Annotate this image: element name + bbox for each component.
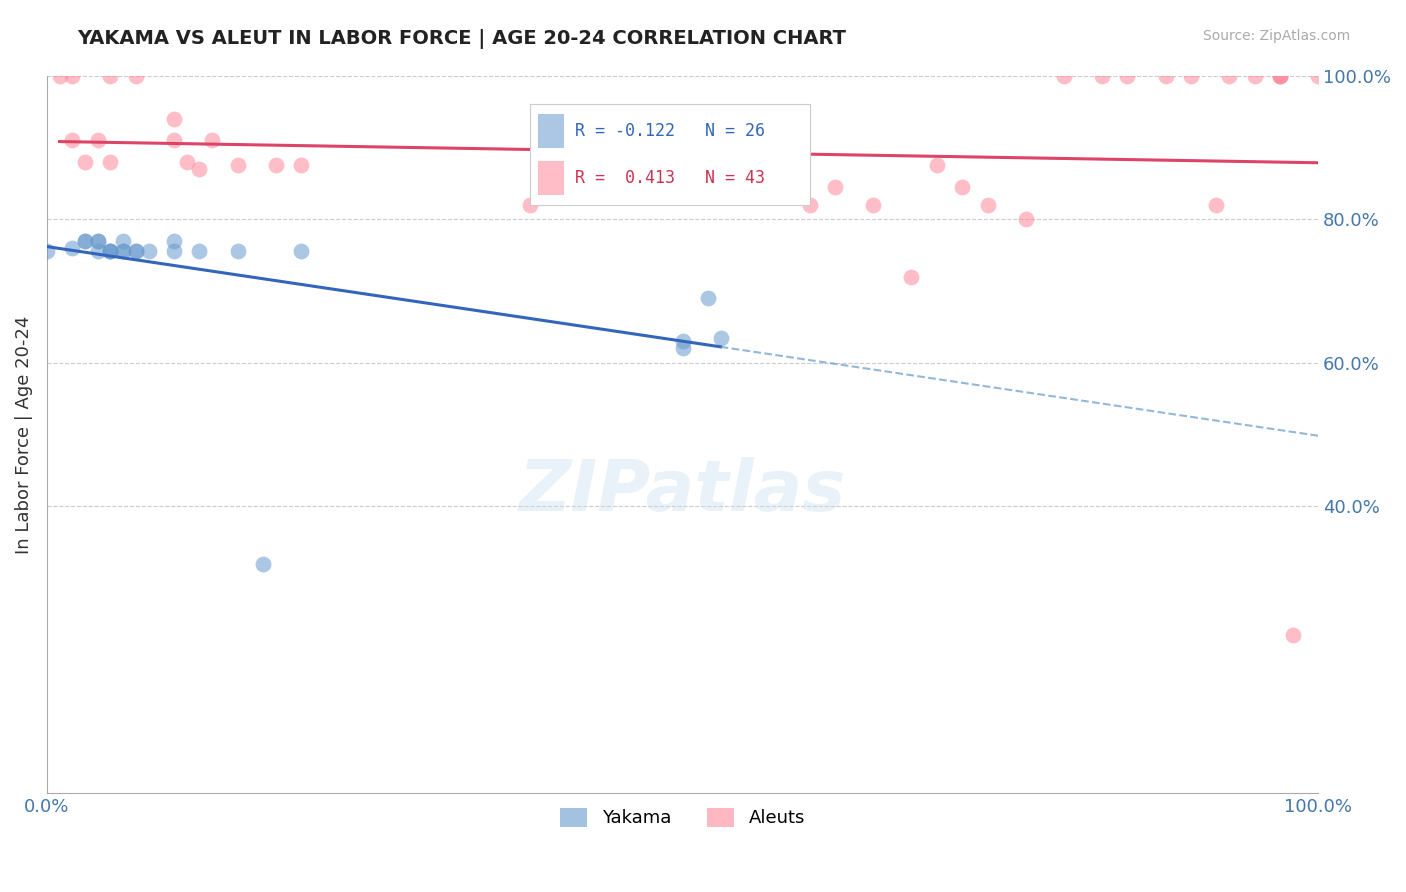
Point xyxy=(188,161,211,176)
Point xyxy=(519,198,541,212)
Text: ZIPatlas: ZIPatlas xyxy=(519,458,846,526)
Point xyxy=(544,183,567,197)
Point xyxy=(799,198,821,212)
Point xyxy=(862,198,884,212)
Point xyxy=(1154,69,1177,83)
Point xyxy=(138,244,160,259)
Point xyxy=(1091,69,1114,83)
Point xyxy=(1053,69,1076,83)
Point xyxy=(60,133,83,147)
Point xyxy=(176,154,198,169)
Text: YAKAMA VS ALEUT IN LABOR FORCE | AGE 20-24 CORRELATION CHART: YAKAMA VS ALEUT IN LABOR FORCE | AGE 20-… xyxy=(77,29,846,48)
Point xyxy=(1218,69,1240,83)
Point xyxy=(671,334,693,348)
Point xyxy=(1015,212,1038,227)
Point xyxy=(73,234,96,248)
Point xyxy=(1116,69,1139,83)
Point xyxy=(226,158,249,172)
Point xyxy=(824,179,846,194)
Text: Source: ZipAtlas.com: Source: ZipAtlas.com xyxy=(1202,29,1350,43)
Point xyxy=(1308,69,1330,83)
Point xyxy=(976,198,998,212)
Point xyxy=(112,234,135,248)
Point xyxy=(60,69,83,83)
Point xyxy=(671,341,693,355)
Point xyxy=(163,234,186,248)
Point xyxy=(35,244,58,259)
Point xyxy=(125,69,148,83)
Point xyxy=(252,557,274,571)
Point xyxy=(671,158,693,172)
Point xyxy=(100,244,122,259)
Point xyxy=(900,269,922,284)
Point xyxy=(60,241,83,255)
Point xyxy=(100,244,122,259)
Point xyxy=(73,234,96,248)
Point xyxy=(201,133,224,147)
Point xyxy=(1268,69,1291,83)
Point xyxy=(1281,628,1303,642)
Point xyxy=(569,169,592,183)
Point xyxy=(73,154,96,169)
Point xyxy=(710,330,733,344)
Point xyxy=(1268,69,1291,83)
Point xyxy=(87,234,110,248)
Point xyxy=(290,244,312,259)
Point xyxy=(761,158,783,172)
Point xyxy=(1180,69,1202,83)
Point xyxy=(125,244,148,259)
Point xyxy=(1205,198,1227,212)
Point xyxy=(163,133,186,147)
Point xyxy=(163,112,186,126)
Point xyxy=(1243,69,1265,83)
Legend: Yakama, Aleuts: Yakama, Aleuts xyxy=(553,801,813,835)
Y-axis label: In Labor Force | Age 20-24: In Labor Force | Age 20-24 xyxy=(15,315,32,554)
Point xyxy=(87,234,110,248)
Point xyxy=(100,244,122,259)
Point xyxy=(112,244,135,259)
Point xyxy=(188,244,211,259)
Point xyxy=(290,158,312,172)
Point xyxy=(112,244,135,259)
Point xyxy=(100,154,122,169)
Point xyxy=(595,179,617,194)
Point xyxy=(48,69,70,83)
Point xyxy=(87,244,110,259)
Point xyxy=(87,133,110,147)
Point xyxy=(925,158,948,172)
Point xyxy=(226,244,249,259)
Point xyxy=(264,158,287,172)
Point xyxy=(100,69,122,83)
Point xyxy=(163,244,186,259)
Point xyxy=(1268,69,1291,83)
Point xyxy=(125,244,148,259)
Point xyxy=(697,291,720,305)
Point xyxy=(950,179,973,194)
